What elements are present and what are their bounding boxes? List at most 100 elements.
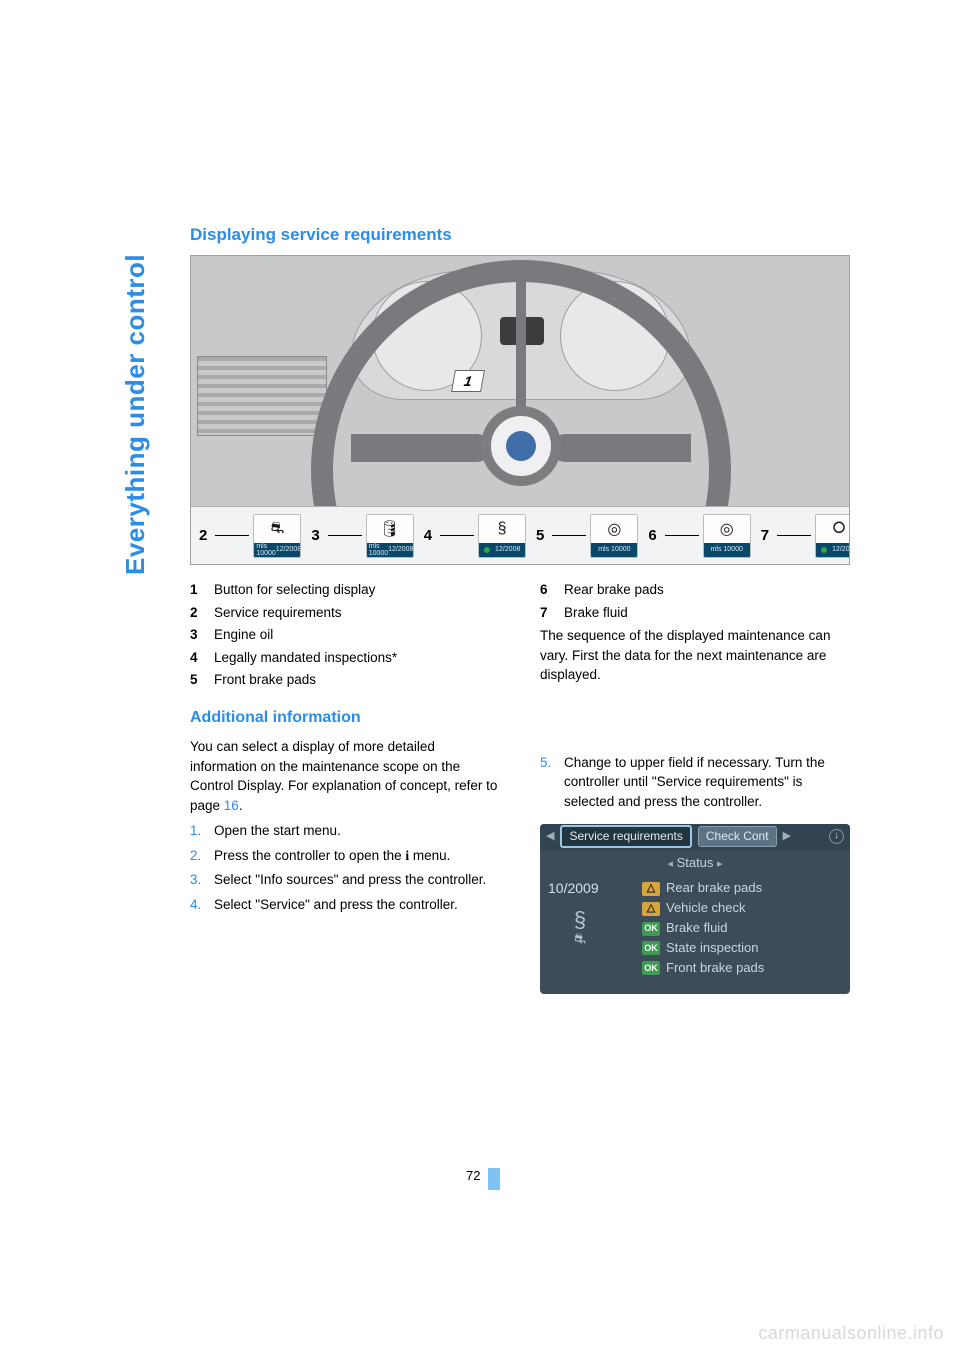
callout-line bbox=[777, 535, 811, 537]
figure-callout-3: 3 🛢 mls 10000 12/2008 bbox=[311, 514, 413, 558]
legend-right-column: 6Rear brake pads 7Brake fluid The sequen… bbox=[540, 577, 850, 994]
screen-list-row: Vehicle check bbox=[642, 899, 842, 918]
screen-status-bar: ◂ Status ▸ bbox=[540, 850, 850, 877]
step-text: Change to upper field if necessary. Turn… bbox=[564, 753, 850, 812]
figure-icon-row: 2 ⛐ mls 10000 12/2008 3 🛢 ml bbox=[191, 506, 849, 564]
chip-readout: mls 10000 12/2008 bbox=[367, 543, 413, 557]
step-text: Press the controller to open the i menu. bbox=[214, 846, 450, 866]
warning-badge-icon bbox=[642, 882, 660, 896]
row-label: Front brake pads bbox=[666, 959, 764, 978]
car-section-icon: § ⛐ bbox=[548, 907, 612, 947]
step-item: 1.Open the start menu. bbox=[190, 821, 500, 841]
legend-text: Rear brake pads bbox=[564, 580, 664, 600]
screen-list-row: OK Front brake pads bbox=[642, 959, 842, 978]
step-item: 5.Change to upper field if necessary. Tu… bbox=[540, 753, 850, 812]
status-label: Status bbox=[677, 855, 714, 870]
idrive-screen-figure: ◀ Service requirements Check Cont ▶ ↓ ◂ … bbox=[540, 824, 850, 994]
wheel-spoke-graphic bbox=[351, 434, 491, 462]
legend-text: Service requirements bbox=[214, 603, 342, 623]
chip-text: mls 10000 bbox=[369, 543, 388, 557]
callout-line bbox=[665, 535, 699, 537]
legend-number: 7 bbox=[540, 603, 564, 623]
chip-text: mls 10000 bbox=[598, 546, 630, 553]
figure-callout-4: 4 § 12/2008 bbox=[424, 514, 526, 558]
callout-number: 5 bbox=[536, 527, 544, 544]
inspection-chip-icon: § 12/2008 bbox=[478, 514, 526, 558]
chip-readout: mls 10000 12/2008 bbox=[254, 543, 300, 557]
step-item: 4.Select "Service" and press the control… bbox=[190, 895, 500, 915]
legend-text: Brake fluid bbox=[564, 603, 628, 623]
legend-number: 4 bbox=[190, 648, 214, 668]
step-text: Select "Service" and press the controlle… bbox=[214, 895, 458, 915]
manual-page: Everything under control Displaying serv… bbox=[0, 0, 960, 1358]
steps-list-right: 5.Change to upper field if necessary. Tu… bbox=[540, 753, 850, 812]
step-text: Open the start menu. bbox=[214, 821, 341, 841]
figure-callout-5: 5 ◎ mls 10000 bbox=[536, 514, 638, 558]
front-brake-chip-icon: ◎ mls 10000 bbox=[590, 514, 638, 558]
page-marker-icon bbox=[488, 1168, 500, 1190]
screen-service-list: Rear brake pads Vehicle check OKBrake fl… bbox=[642, 878, 842, 978]
section-sign-icon: § bbox=[479, 515, 525, 543]
legend-left-column: 1Button for selecting display 2Service r… bbox=[190, 577, 500, 994]
legend-text: Button for selecting display bbox=[214, 580, 375, 600]
callout-line bbox=[328, 535, 362, 537]
callout-number: 6 bbox=[648, 527, 656, 544]
brake-icon: ◎ bbox=[591, 515, 637, 543]
figure-callout-7: 7 ⭘ 12/2008 bbox=[761, 514, 850, 558]
legend-number: 6 bbox=[540, 580, 564, 600]
legend-item: 3Engine oil bbox=[190, 625, 500, 645]
ok-badge-icon: OK bbox=[642, 922, 660, 936]
brake-icon: ◎ bbox=[704, 515, 750, 543]
legend-item: 7Brake fluid bbox=[540, 603, 850, 623]
legend-item: 5Front brake pads bbox=[190, 670, 500, 690]
step-number: 2. bbox=[190, 846, 214, 866]
legend-item: 2Service requirements bbox=[190, 603, 500, 623]
legend-list-right: 6Rear brake pads 7Brake fluid bbox=[540, 580, 850, 622]
step-item: 2.Press the controller to open the i men… bbox=[190, 846, 500, 866]
paragraph-text: . bbox=[239, 798, 243, 813]
screen-body: 10/2009 § ⛐ Rear brake pads Vehicle chec… bbox=[540, 876, 850, 984]
section-heading: Displaying service requirements bbox=[190, 225, 850, 245]
row-label: Vehicle check bbox=[666, 899, 746, 918]
legend-number: 2 bbox=[190, 603, 214, 623]
triangle-right-icon: ▶ bbox=[783, 829, 791, 845]
legend-columns: 1Button for selecting display 2Service r… bbox=[190, 577, 850, 994]
ok-badge-icon: OK bbox=[642, 961, 660, 975]
legend-number: 3 bbox=[190, 625, 214, 645]
steps-list-left: 1.Open the start menu. 2.Press the contr… bbox=[190, 821, 500, 914]
legend-text: Legally mandated inspections* bbox=[214, 648, 397, 668]
chip-text: 12/2008 bbox=[276, 546, 301, 553]
chip-readout: mls 10000 bbox=[591, 543, 637, 557]
callout-line bbox=[552, 535, 586, 537]
callout-number: 3 bbox=[311, 527, 319, 544]
dashboard-figure: 1 2 ⛐ mls 10000 12/2008 3 bbox=[190, 255, 850, 565]
legend-text: Engine oil bbox=[214, 625, 273, 645]
step-text: Select "Info sources" and press the cont… bbox=[214, 870, 486, 890]
screen-list-row: OKState inspection bbox=[642, 939, 842, 958]
figure-callout-2: 2 ⛐ mls 10000 12/2008 bbox=[199, 514, 301, 558]
figure-callout-6: 6 ◎ mls 10000 bbox=[648, 514, 750, 558]
chip-text: 12/2008 bbox=[495, 546, 520, 553]
legend-text: Front brake pads bbox=[214, 670, 316, 690]
tab-check-control: Check Cont bbox=[698, 826, 777, 847]
page-reference-link[interactable]: 16 bbox=[224, 798, 239, 813]
tab-service-requirements: Service requirements bbox=[560, 825, 691, 848]
wheel-spoke-graphic bbox=[551, 434, 691, 462]
chip-readout: 12/2008 bbox=[479, 543, 525, 557]
callout-line bbox=[440, 535, 474, 537]
screen-date: 10/2009 bbox=[548, 878, 632, 898]
triangle-right-icon: ▸ bbox=[717, 858, 723, 870]
oil-icon: 🛢 bbox=[367, 515, 413, 543]
screen-topbar: ◀ Service requirements Check Cont ▶ ↓ bbox=[540, 824, 850, 850]
wheel-hub-graphic bbox=[481, 406, 561, 486]
screen-list-row: OKBrake fluid bbox=[642, 919, 842, 938]
status-dot-icon bbox=[484, 547, 490, 553]
callout-number: 4 bbox=[424, 527, 432, 544]
triangle-left-icon: ◀ bbox=[546, 829, 554, 845]
legend-item: 4Legally mandated inspections* bbox=[190, 648, 500, 668]
chip-readout: 12/2008 bbox=[816, 543, 850, 557]
legend-number: 5 bbox=[190, 670, 214, 690]
spacer bbox=[540, 689, 850, 747]
step-number: 4. bbox=[190, 895, 214, 915]
subsection-heading: Additional information bbox=[190, 706, 500, 729]
